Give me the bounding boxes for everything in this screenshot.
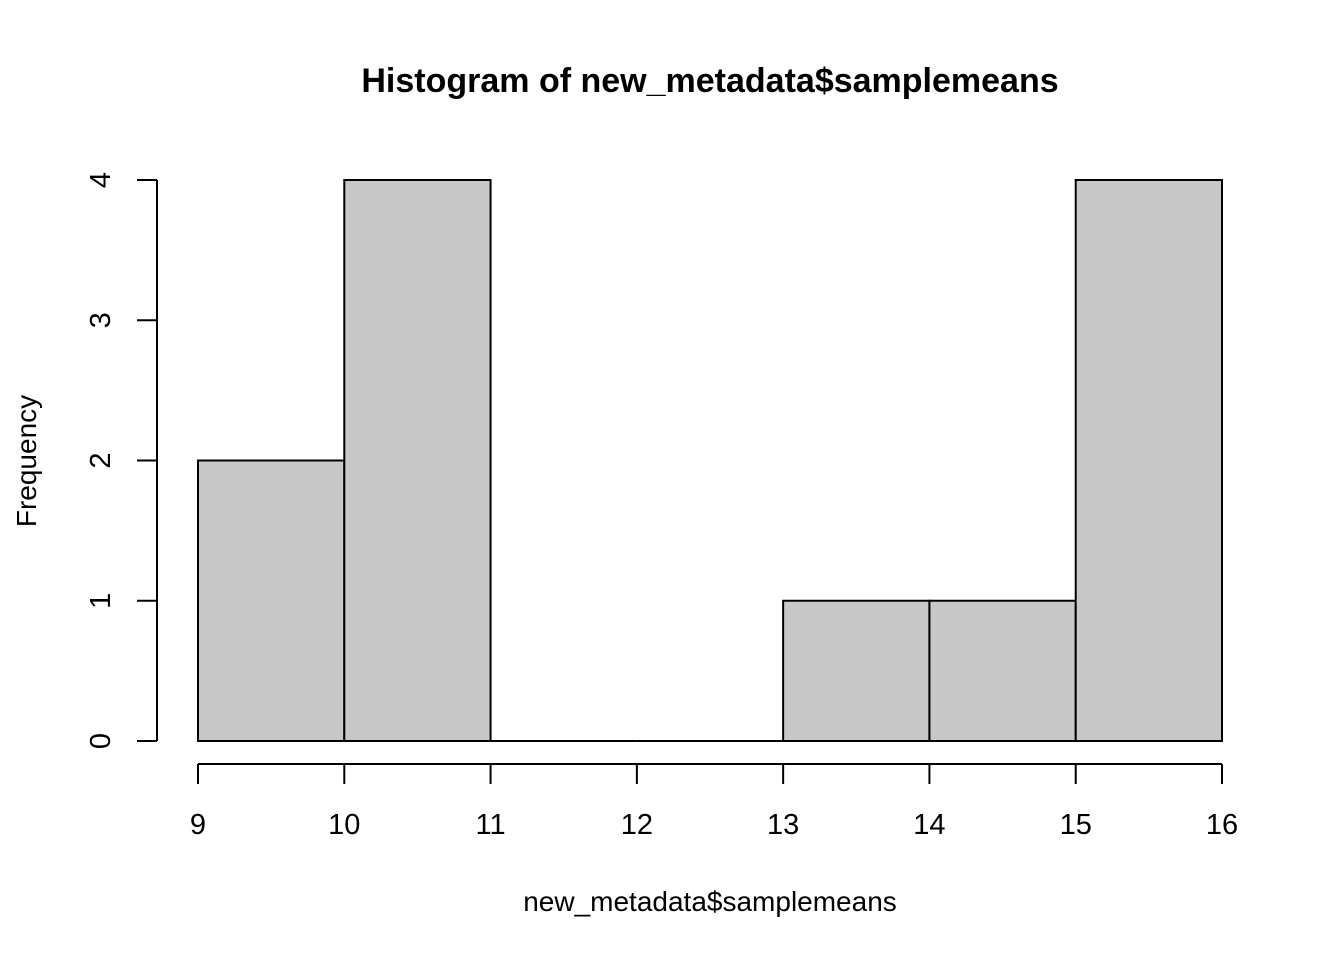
y-tick-label-0: 0 xyxy=(85,733,117,749)
x-tick-label-4: 13 xyxy=(767,809,799,841)
histogram-bar-1 xyxy=(343,179,492,742)
x-tick-label-6: 15 xyxy=(1060,809,1092,841)
x-tick-label-5: 14 xyxy=(913,809,945,841)
histogram-bar-5 xyxy=(928,599,1077,742)
y-axis: 0 1 2 3 4 xyxy=(85,172,158,749)
x-tick-label-2: 11 xyxy=(476,809,506,841)
x-tick-label-3: 12 xyxy=(621,809,653,841)
histogram-bar-4 xyxy=(782,599,931,742)
bars-group xyxy=(197,179,1223,742)
y-tick-label-4: 4 xyxy=(85,172,117,188)
x-axis-label: new_metadata$samplemeans xyxy=(523,886,897,917)
x-tick-label-7: 16 xyxy=(1206,809,1238,841)
histogram-bar-0 xyxy=(197,459,346,742)
x-axis: 9 10 11 12 13 14 15 16 xyxy=(190,763,1238,841)
y-tick-label-2: 2 xyxy=(85,452,117,468)
x-tick-label-0: 9 xyxy=(190,809,206,841)
histogram-bar-6 xyxy=(1074,179,1223,742)
y-tick-label-1: 1 xyxy=(85,593,117,609)
chart-title: Histogram of new_metadata$samplemeans xyxy=(361,62,1058,100)
x-tick-label-1: 10 xyxy=(328,809,360,841)
y-tick-label-3: 3 xyxy=(85,312,117,328)
y-axis-label: Frequency xyxy=(11,395,42,527)
